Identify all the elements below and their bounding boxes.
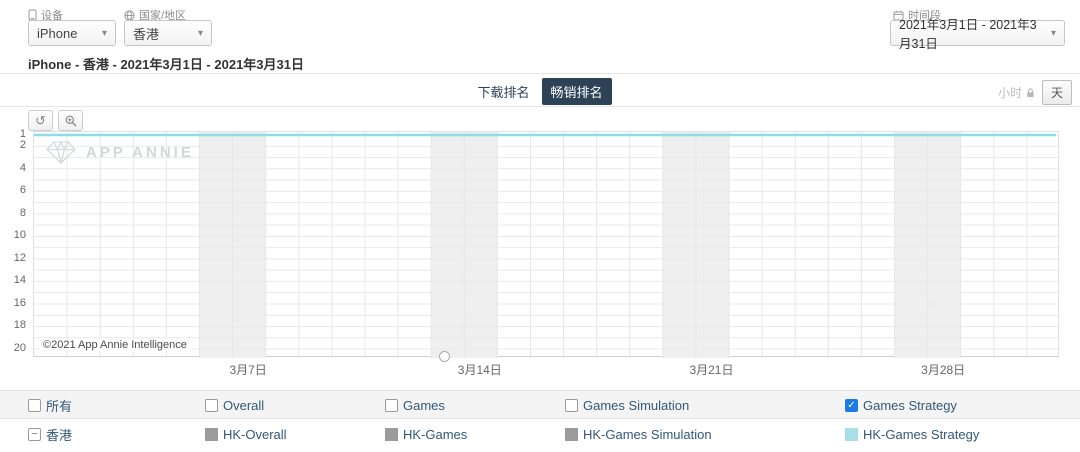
y-axis: 1 2 4 6 8 10 12 14 16 18 20	[0, 128, 26, 357]
device-filter-label-text: 设备	[41, 10, 63, 22]
checkbox-icon[interactable]	[845, 399, 858, 412]
checkbox-icon[interactable]	[205, 399, 218, 412]
series-color-swatch	[385, 427, 398, 441]
series-color-swatch	[565, 427, 578, 441]
legend-group-label: 香港	[46, 427, 73, 443]
rank-type-tabs: 下载排名 畅销排名	[0, 78, 1080, 105]
series-color-swatch	[845, 427, 858, 441]
checkbox-icon[interactable]	[565, 399, 578, 412]
legend-checkbox-all[interactable]: 所有	[28, 391, 72, 420]
reset-icon: ↺	[35, 112, 46, 128]
granularity-day-button[interactable]: 天	[1041, 80, 1072, 105]
legend-label-overall: Overall	[223, 398, 265, 413]
chevron-down-icon	[198, 28, 203, 39]
divider	[0, 73, 1080, 74]
legend-checkbox-games-simulation[interactable]: Games Simulation	[565, 391, 689, 420]
tab-revenue-rank[interactable]: 畅销排名	[541, 78, 612, 105]
chart-toolbar: ↺	[28, 110, 83, 131]
report-subtitle: iPhone - 香港 - 2021年3月1日 - 2021年3月31日	[28, 57, 304, 72]
rank-chart-svg	[34, 132, 1060, 358]
legend-series-hk-games[interactable]: HK-Games	[385, 419, 467, 449]
legend-label-games: Games	[403, 398, 445, 413]
y-axis-tick-label: 1	[19, 128, 26, 140]
legend-series-label: HK-Games Simulation	[583, 426, 712, 442]
granularity-toggle: 小时 天	[998, 80, 1072, 105]
y-axis-tick-label: 14	[13, 274, 26, 287]
legend-series-label: HK-Games	[403, 426, 468, 442]
y-axis-tick-label: 2	[19, 139, 26, 152]
legend-series-hk-games-simulation[interactable]: HK-Games Simulation	[565, 419, 712, 449]
period-filter-label-text: 时间段	[908, 10, 941, 22]
legend-group-hk[interactable]: 香港	[28, 419, 72, 449]
globe-icon	[124, 9, 135, 21]
granularity-hour-disabled: 小时	[998, 84, 1035, 101]
country-filter-label-text: 国家/地区	[139, 10, 187, 22]
series-color-swatch	[205, 427, 218, 441]
y-axis-tick-label: 16	[13, 296, 26, 309]
legend-series-hk-overall[interactable]: HK-Overall	[205, 419, 287, 449]
country-filter-label: 国家/地区	[124, 7, 186, 23]
legend-label-games-strategy: Games Strategy	[863, 398, 957, 413]
legend-series-row: 香港 HK-Overall HK-Games HK-Games Simulati…	[0, 419, 1080, 449]
x-axis-tick-label: 3月14日	[457, 363, 502, 377]
date-range-value: 2021年3月1日 - 2021年3月31日	[899, 18, 1037, 51]
legend-checkbox-overall[interactable]: Overall	[205, 391, 264, 420]
zoom-in-button[interactable]	[58, 110, 83, 131]
y-axis-tick-label: 6	[19, 184, 26, 197]
country-select[interactable]: 香港	[124, 20, 212, 46]
chevron-down-icon	[102, 28, 107, 39]
x-axis: 3月7日 3月14日 3月21日 3月28日	[33, 361, 1059, 377]
x-axis-tick-label: 3月28日	[921, 363, 966, 377]
device-select[interactable]: iPhone	[28, 20, 116, 46]
y-axis-tick-label: 10	[13, 229, 26, 242]
divider	[0, 106, 1080, 107]
date-range-select[interactable]: 2021年3月1日 - 2021年3月31日	[890, 18, 1065, 51]
y-axis-tick-label: 20	[13, 342, 26, 354]
tab-download-rank[interactable]: 下载排名	[477, 85, 530, 100]
legend-category-row: 所有 Overall Games Games Simulation Games …	[0, 390, 1080, 419]
device-select-value: iPhone	[37, 25, 78, 41]
granularity-hour-label: 小时	[997, 86, 1022, 100]
x-axis-tick-label: 3月7日	[229, 363, 267, 377]
legend-label-games-simulation: Games Simulation	[583, 398, 690, 413]
y-axis-tick-label: 8	[19, 206, 26, 219]
y-axis-tick-label: 18	[13, 319, 26, 332]
legend-checkbox-games[interactable]: Games	[385, 391, 445, 420]
legend-checkbox-games-strategy[interactable]: Games Strategy	[845, 391, 957, 420]
reset-zoom-button[interactable]: ↺	[28, 110, 53, 131]
lock-icon	[1027, 88, 1034, 97]
x-axis-tick-label: 3月21日	[689, 363, 734, 377]
legend-series-label: HK-Games Strategy	[863, 426, 980, 442]
checkbox-icon[interactable]	[28, 399, 41, 412]
rank-chart-plot-area[interactable]: APP ANNIE ©2021 App Annie Intelligence	[33, 131, 1060, 362]
chevron-down-icon	[1051, 28, 1056, 39]
calendar-icon	[893, 10, 904, 20]
legend-series-label: HK-Overall	[223, 426, 287, 442]
checkbox-icon[interactable]	[385, 399, 398, 412]
y-axis-tick-label: 4	[19, 161, 26, 174]
zoom-in-icon	[65, 115, 76, 126]
collapse-minus-icon[interactable]	[28, 427, 41, 441]
axis-drag-handle[interactable]	[439, 351, 451, 362]
legend-series-hk-games-strategy[interactable]: HK-Games Strategy	[845, 419, 979, 449]
country-select-value: 香港	[133, 26, 160, 42]
copyright-note: ©2021 App Annie Intelligence	[40, 339, 190, 351]
legend-label-all: 所有	[46, 399, 73, 414]
period-filter-label: 时间段	[893, 7, 941, 23]
y-axis-tick-label: 12	[13, 251, 26, 264]
